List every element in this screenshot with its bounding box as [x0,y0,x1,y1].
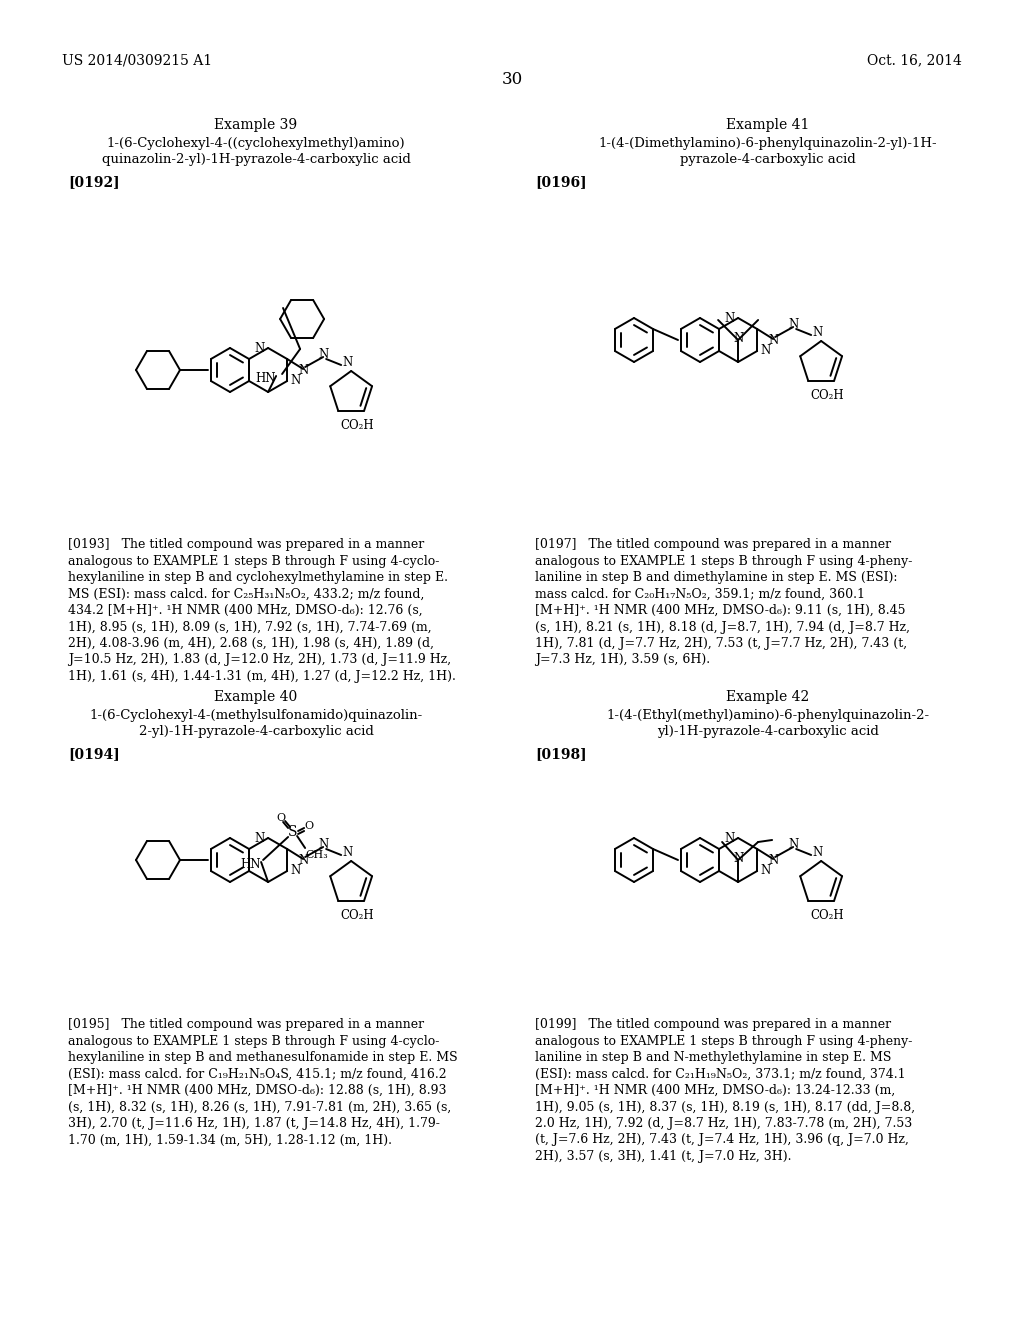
Text: J=10.5 Hz, 2H), 1.83 (d, J=12.0 Hz, 2H), 1.73 (d, J=11.9 Hz,: J=10.5 Hz, 2H), 1.83 (d, J=12.0 Hz, 2H),… [68,653,452,667]
Text: CO₂H: CO₂H [810,908,844,921]
Text: N: N [342,846,352,859]
Text: N: N [725,832,735,845]
Text: [M+H]⁺. ¹H NMR (400 MHz, DMSO-d₆): 9.11 (s, 1H), 8.45: [M+H]⁺. ¹H NMR (400 MHz, DMSO-d₆): 9.11 … [535,605,905,616]
Text: N: N [788,838,799,851]
Text: analogous to EXAMPLE 1 steps B through F using 4-pheny-: analogous to EXAMPLE 1 steps B through F… [535,1035,912,1048]
Text: Example 41: Example 41 [726,117,810,132]
Text: analogous to EXAMPLE 1 steps B through F using 4-cyclo-: analogous to EXAMPLE 1 steps B through F… [68,1035,439,1048]
Text: N: N [255,832,265,845]
Text: N: N [812,326,822,339]
Text: N: N [255,342,265,355]
Text: laniline in step B and N-methylethylamine in step E. MS: laniline in step B and N-methylethylamin… [535,1051,891,1064]
Text: yl)-1H-pyrazole-4-carboxylic acid: yl)-1H-pyrazole-4-carboxylic acid [657,725,879,738]
Text: [M+H]⁺. ¹H NMR (400 MHz, DMSO-d₆): 13.24-12.33 (m,: [M+H]⁺. ¹H NMR (400 MHz, DMSO-d₆): 13.24… [535,1084,895,1097]
Text: analogous to EXAMPLE 1 steps B through F using 4-pheny-: analogous to EXAMPLE 1 steps B through F… [535,554,912,568]
Text: MS (ESI): mass calcd. for C₂₅H₃₁N₅O₂, 433.2; m/z found,: MS (ESI): mass calcd. for C₂₅H₃₁N₅O₂, 43… [68,587,424,601]
Text: 1H), 9.05 (s, 1H), 8.37 (s, 1H), 8.19 (s, 1H), 8.17 (dd, J=8.8,: 1H), 9.05 (s, 1H), 8.37 (s, 1H), 8.19 (s… [535,1101,915,1114]
Text: N: N [318,838,329,851]
Text: N: N [733,331,743,345]
Text: N: N [768,854,778,866]
Text: mass calcd. for C₂₀H₁₇N₅O₂, 359.1; m/z found, 360.1: mass calcd. for C₂₀H₁₇N₅O₂, 359.1; m/z f… [535,587,865,601]
Text: N: N [760,865,770,878]
Text: 3H), 2.70 (t, J=11.6 Hz, 1H), 1.87 (t, J=14.8 Hz, 4H), 1.79-: 3H), 2.70 (t, J=11.6 Hz, 1H), 1.87 (t, J… [68,1117,440,1130]
Text: Example 39: Example 39 [214,117,298,132]
Text: 1H), 1.61 (s, 4H), 1.44-1.31 (m, 4H), 1.27 (d, J=12.2 Hz, 1H).: 1H), 1.61 (s, 4H), 1.44-1.31 (m, 4H), 1.… [68,671,456,682]
Text: laniline in step B and dimethylamine in step E. MS (ESI):: laniline in step B and dimethylamine in … [535,572,897,583]
Text: N: N [768,334,778,346]
Text: 2.0 Hz, 1H), 7.92 (d, J=8.7 Hz, 1H), 7.83-7.78 (m, 2H), 7.53: 2.0 Hz, 1H), 7.92 (d, J=8.7 Hz, 1H), 7.8… [535,1117,912,1130]
Text: N: N [298,363,308,376]
Text: [0195]   The titled compound was prepared in a manner: [0195] The titled compound was prepared … [68,1018,424,1031]
Text: (ESI): mass calcd. for C₁₉H₂₁N₅O₄S, 415.1; m/z found, 416.2: (ESI): mass calcd. for C₁₉H₂₁N₅O₄S, 415.… [68,1068,446,1081]
Text: 1-(4-(Ethyl(methyl)amino)-6-phenylquinazolin-2-: 1-(4-(Ethyl(methyl)amino)-6-phenylquinaz… [606,709,930,722]
Text: S: S [289,825,298,840]
Text: Oct. 16, 2014: Oct. 16, 2014 [867,53,962,67]
Text: N: N [788,318,799,331]
Text: O: O [304,821,313,832]
Text: 1H), 8.95 (s, 1H), 8.09 (s, 1H), 7.92 (s, 1H), 7.74-7.69 (m,: 1H), 8.95 (s, 1H), 8.09 (s, 1H), 7.92 (s… [68,620,432,634]
Text: [0192]: [0192] [68,176,120,189]
Text: N: N [733,851,743,865]
Text: quinazolin-2-yl)-1H-pyrazole-4-carboxylic acid: quinazolin-2-yl)-1H-pyrazole-4-carboxyli… [101,153,411,166]
Text: US 2014/0309215 A1: US 2014/0309215 A1 [62,53,212,67]
Text: [0194]: [0194] [68,747,120,762]
Text: N: N [318,348,329,362]
Text: HN: HN [241,858,261,870]
Text: N: N [760,345,770,358]
Text: [0196]: [0196] [535,176,587,189]
Text: CO₂H: CO₂H [340,908,374,921]
Text: Example 42: Example 42 [726,690,810,704]
Text: pyrazole-4-carboxylic acid: pyrazole-4-carboxylic acid [680,153,856,166]
Text: HN: HN [256,371,276,384]
Text: N: N [290,375,300,388]
Text: N: N [342,356,352,370]
Text: [0193]   The titled compound was prepared in a manner: [0193] The titled compound was prepared … [68,539,424,550]
Text: 434.2 [M+H]⁺. ¹H NMR (400 MHz, DMSO-d₆): 12.76 (s,: 434.2 [M+H]⁺. ¹H NMR (400 MHz, DMSO-d₆):… [68,605,423,616]
Text: hexylaniline in step B and methanesulfonamide in step E. MS: hexylaniline in step B and methanesulfon… [68,1051,458,1064]
Text: CO₂H: CO₂H [810,389,844,401]
Text: 2H), 3.57 (s, 3H), 1.41 (t, J=7.0 Hz, 3H).: 2H), 3.57 (s, 3H), 1.41 (t, J=7.0 Hz, 3H… [535,1150,792,1163]
Text: 1.70 (m, 1H), 1.59-1.34 (m, 5H), 1.28-1.12 (m, 1H).: 1.70 (m, 1H), 1.59-1.34 (m, 5H), 1.28-1.… [68,1134,392,1147]
Text: N: N [298,854,308,866]
Text: Example 40: Example 40 [214,690,298,704]
Text: (ESI): mass calcd. for C₂₁H₁₉N₅O₂, 373.1; m/z found, 374.1: (ESI): mass calcd. for C₂₁H₁₉N₅O₂, 373.1… [535,1068,905,1081]
Text: 1-(6-Cyclohexyl-4-(methylsulfonamido)quinazolin-: 1-(6-Cyclohexyl-4-(methylsulfonamido)qui… [89,709,423,722]
Text: (s, 1H), 8.21 (s, 1H), 8.18 (d, J=8.7, 1H), 7.94 (d, J=8.7 Hz,: (s, 1H), 8.21 (s, 1H), 8.18 (d, J=8.7, 1… [535,620,910,634]
Text: J=7.3 Hz, 1H), 3.59 (s, 6H).: J=7.3 Hz, 1H), 3.59 (s, 6H). [535,653,710,667]
Text: 1-(6-Cyclohexyl-4-((cyclohexylmethyl)amino): 1-(6-Cyclohexyl-4-((cyclohexylmethyl)ami… [106,137,406,150]
Text: N: N [290,865,300,878]
Text: (t, J=7.6 Hz, 2H), 7.43 (t, J=7.4 Hz, 1H), 3.96 (q, J=7.0 Hz,: (t, J=7.6 Hz, 2H), 7.43 (t, J=7.4 Hz, 1H… [535,1134,909,1147]
Text: CO₂H: CO₂H [340,418,374,432]
Text: 1-(4-(Dimethylamino)-6-phenylquinazolin-2-yl)-1H-: 1-(4-(Dimethylamino)-6-phenylquinazolin-… [599,137,937,150]
Text: [0198]: [0198] [535,747,587,762]
Text: hexylaniline in step B and cyclohexylmethylamine in step E.: hexylaniline in step B and cyclohexylmet… [68,572,449,583]
Text: 30: 30 [502,71,522,88]
Text: [0199]   The titled compound was prepared in a manner: [0199] The titled compound was prepared … [535,1018,891,1031]
Text: N: N [812,846,822,859]
Text: N: N [725,312,735,325]
Text: (s, 1H), 8.32 (s, 1H), 8.26 (s, 1H), 7.91-7.81 (m, 2H), 3.65 (s,: (s, 1H), 8.32 (s, 1H), 8.26 (s, 1H), 7.9… [68,1101,452,1114]
Text: [0197]   The titled compound was prepared in a manner: [0197] The titled compound was prepared … [535,539,891,550]
Text: [M+H]⁺. ¹H NMR (400 MHz, DMSO-d₆): 12.88 (s, 1H), 8.93: [M+H]⁺. ¹H NMR (400 MHz, DMSO-d₆): 12.88… [68,1084,446,1097]
Text: 2-yl)-1H-pyrazole-4-carboxylic acid: 2-yl)-1H-pyrazole-4-carboxylic acid [138,725,374,738]
Text: O: O [276,813,286,822]
Text: analogous to EXAMPLE 1 steps B through F using 4-cyclo-: analogous to EXAMPLE 1 steps B through F… [68,554,439,568]
Text: 1H), 7.81 (d, J=7.7 Hz, 2H), 7.53 (t, J=7.7 Hz, 2H), 7.43 (t,: 1H), 7.81 (d, J=7.7 Hz, 2H), 7.53 (t, J=… [535,638,907,649]
Text: CH₃: CH₃ [305,850,328,861]
Text: 2H), 4.08-3.96 (m, 4H), 2.68 (s, 1H), 1.98 (s, 4H), 1.89 (d,: 2H), 4.08-3.96 (m, 4H), 2.68 (s, 1H), 1.… [68,638,434,649]
